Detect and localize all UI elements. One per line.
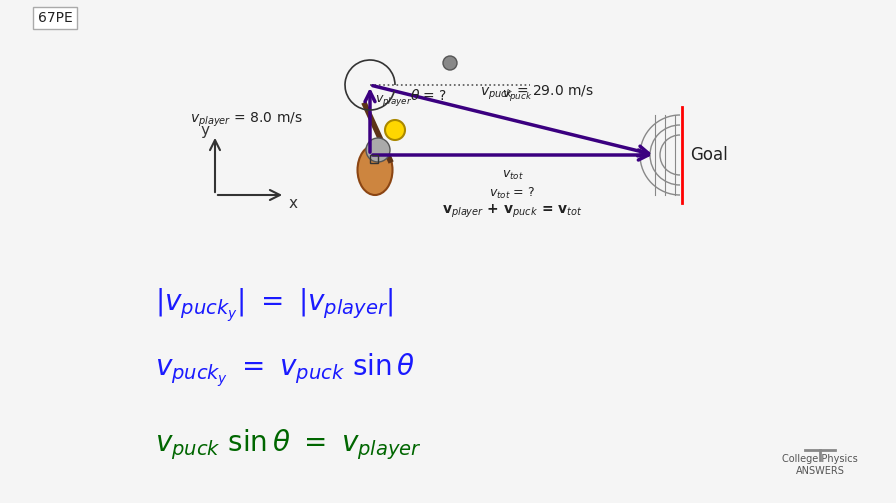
Text: $v_{tot}$: $v_{tot}$	[502, 169, 523, 182]
Text: x: x	[289, 196, 297, 210]
Text: $\theta$ = ?: $\theta$ = ?	[410, 88, 447, 103]
Text: y: y	[201, 123, 210, 137]
Text: $v_{player}$: $v_{player}$	[375, 93, 412, 108]
Text: $v_{tot}$ = ?: $v_{tot}$ = ?	[489, 186, 536, 201]
Text: $v_{player}$ = 8.0 m/s: $v_{player}$ = 8.0 m/s	[190, 111, 303, 129]
Text: Goal: Goal	[690, 146, 728, 164]
Text: $\mathbf{v}_{player}$ + $\mathbf{v}_{puck}$ = $\mathbf{v}_{tot}$: $\mathbf{v}_{player}$ + $\mathbf{v}_{puc…	[443, 202, 582, 220]
Circle shape	[443, 56, 457, 70]
Circle shape	[366, 138, 390, 162]
Text: $v_{puck_y}\ =\ v_{puck}\ \sin\theta$: $v_{puck_y}\ =\ v_{puck}\ \sin\theta$	[155, 352, 415, 389]
Text: $|v_{puck_y}|\ =\ |v_{player}|$: $|v_{puck_y}|\ =\ |v_{player}|$	[155, 286, 393, 323]
Ellipse shape	[358, 145, 392, 195]
Text: College Physics
ANSWERS: College Physics ANSWERS	[782, 454, 857, 476]
Bar	[370, 155, 378, 163]
Text: $v_{puck}\ \sin\theta\ =\ v_{player}$: $v_{puck}\ \sin\theta\ =\ v_{player}$	[155, 428, 422, 462]
Text: 67PE: 67PE	[38, 11, 73, 25]
Text: $v_{puck}$ = 29.0 m/s: $v_{puck}$ = 29.0 m/s	[480, 84, 594, 102]
Circle shape	[385, 120, 405, 140]
Text: $v_{puck}$: $v_{puck}$	[503, 88, 533, 103]
